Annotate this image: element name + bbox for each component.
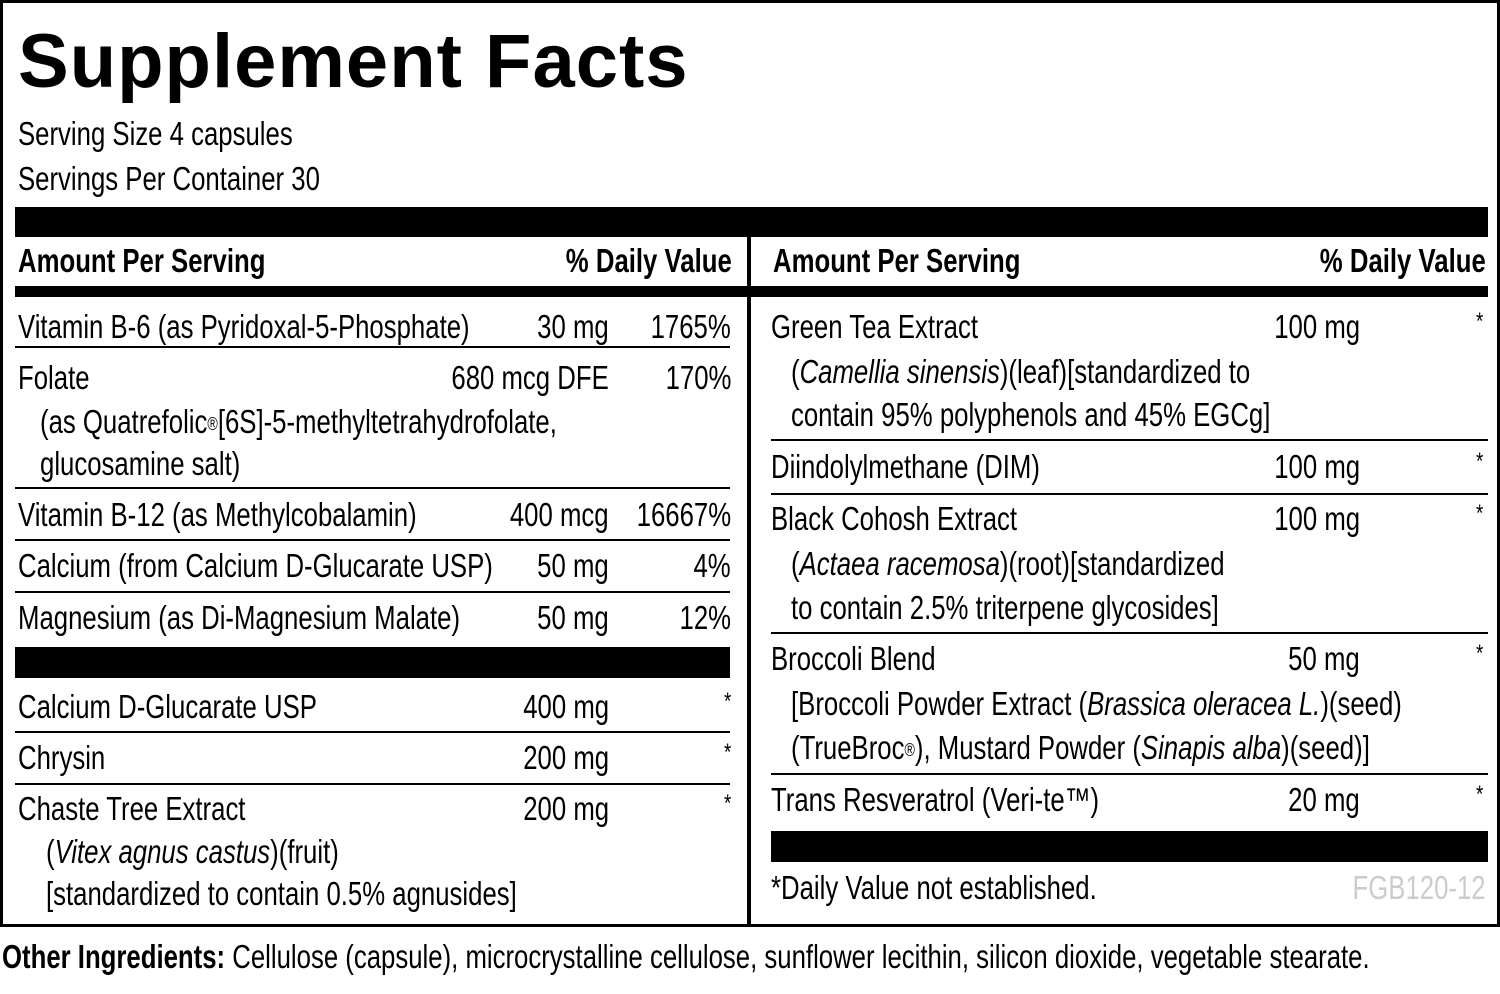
- ingredient-name: Vitamin B-12 (as Methylcobalamin): [18, 496, 417, 533]
- ingredient-name: Magnesium (as Di-Magnesium Malate): [18, 599, 461, 636]
- ingredient-dv: 4%: [693, 547, 731, 584]
- ingredient-name: Broccoli Blend: [771, 640, 936, 677]
- ingredient-amount: 200 mg: [523, 790, 609, 827]
- ingredient-amount: 100 mg: [1274, 448, 1360, 485]
- column-divider: [747, 237, 751, 924]
- ingredient-source: [standardized to contain 0.5% agnusides]: [46, 875, 517, 912]
- ingredient-name: Folate: [18, 359, 90, 396]
- ingredient-name: Green Tea Extract: [771, 308, 978, 345]
- ingredient-amount: 50 mg: [537, 547, 609, 584]
- ingredient-amount: 50 mg: [537, 599, 609, 636]
- ingredient-amount: 400 mcg: [510, 496, 609, 533]
- right-dv-header: % Daily Value: [1320, 242, 1486, 279]
- ingredient-dv: *: [1475, 781, 1483, 808]
- ingredient-dv: *: [1475, 500, 1483, 527]
- ingredient-amount: 30 mg: [537, 308, 609, 345]
- ingredient-source: to contain 2.5% triterpene glycosides]: [791, 589, 1219, 626]
- ingredient-dv: 1765%: [650, 308, 731, 345]
- right-section-bar: [771, 831, 1488, 862]
- ingredient-source: (TrueBroc®), Mustard Powder (Sinapis alb…: [791, 729, 1370, 766]
- ingredient-dv: 12%: [679, 599, 731, 636]
- ingredient-source: (Camellia sinensis)(leaf)[standardized t…: [791, 353, 1251, 390]
- ingredient-source: [Broccoli Powder Extract (Brassica olera…: [791, 685, 1402, 722]
- ingredient-amount: 200 mg: [523, 739, 609, 776]
- ingredient-dv: *: [1475, 640, 1483, 667]
- ingredient-dv: *: [1475, 448, 1483, 475]
- ingredient-name: Vitamin B-6 (as Pyridoxal-5-Phosphate): [18, 308, 470, 345]
- footnote: *Daily Value not established.: [771, 869, 1097, 906]
- left-section-bar: [15, 647, 730, 678]
- ingredient-source: (Actaea racemosa)(root)[standardized: [791, 545, 1225, 582]
- ingredient-dv: 16667%: [636, 496, 731, 533]
- right-header-rule: [751, 286, 1488, 297]
- ingredient-dv: *: [723, 790, 731, 817]
- ingredient-source: contain 95% polyphenols and 45% EGCg]: [791, 396, 1271, 433]
- ingredient-name: Chrysin: [18, 739, 106, 776]
- ingredient-amount: 20 mg: [1288, 781, 1360, 818]
- ingredient-source: (Vitex agnus castus)(fruit): [46, 833, 339, 870]
- ingredient-amount: 100 mg: [1274, 308, 1360, 345]
- supplement-facts-panel: [0, 0, 1500, 927]
- left-header-rule: [15, 286, 747, 297]
- servings-per-container: Servings Per Container 30: [18, 160, 320, 197]
- ingredient-dv: *: [1475, 308, 1483, 335]
- panel-title: Supplement Facts: [18, 19, 689, 104]
- ingredient-name: Calcium D-Glucarate USP: [18, 688, 317, 725]
- ingredient-name: Chaste Tree Extract: [18, 790, 246, 827]
- top-bar: [15, 207, 1488, 237]
- ingredient-name: Calcium (from Calcium D-Glucarate USP): [18, 547, 493, 584]
- ingredient-dv: 170%: [665, 359, 731, 396]
- serving-size: Serving Size 4 capsules: [18, 115, 293, 152]
- left-dv-header: % Daily Value: [566, 242, 732, 279]
- left-amount-header: Amount Per Serving: [18, 242, 266, 279]
- right-amount-header: Amount Per Serving: [773, 242, 1021, 279]
- ingredient-amount: 680 mcg DFE: [451, 359, 609, 396]
- ingredient-name: Trans Resveratrol (Veri-te™): [771, 781, 1100, 818]
- ingredient-amount: 50 mg: [1288, 640, 1360, 677]
- ingredient-name: Black Cohosh Extract: [771, 500, 1018, 537]
- ingredient-source: glucosamine salt): [40, 445, 241, 482]
- other-ingredients: Other Ingredients: Cellulose (capsule), …: [2, 938, 1370, 975]
- ingredient-dv: *: [723, 739, 731, 766]
- ingredient-name: Diindolylmethane (DIM): [771, 448, 1040, 485]
- ingredient-dv: *: [723, 688, 731, 715]
- ingredient-amount: 100 mg: [1274, 500, 1360, 537]
- ingredient-amount: 400 mg: [523, 688, 609, 725]
- product-code: FGB120-12: [1352, 869, 1486, 906]
- ingredient-source: (as Quatrefolic®[6S]-5-methyltetrahydrof…: [40, 403, 557, 440]
